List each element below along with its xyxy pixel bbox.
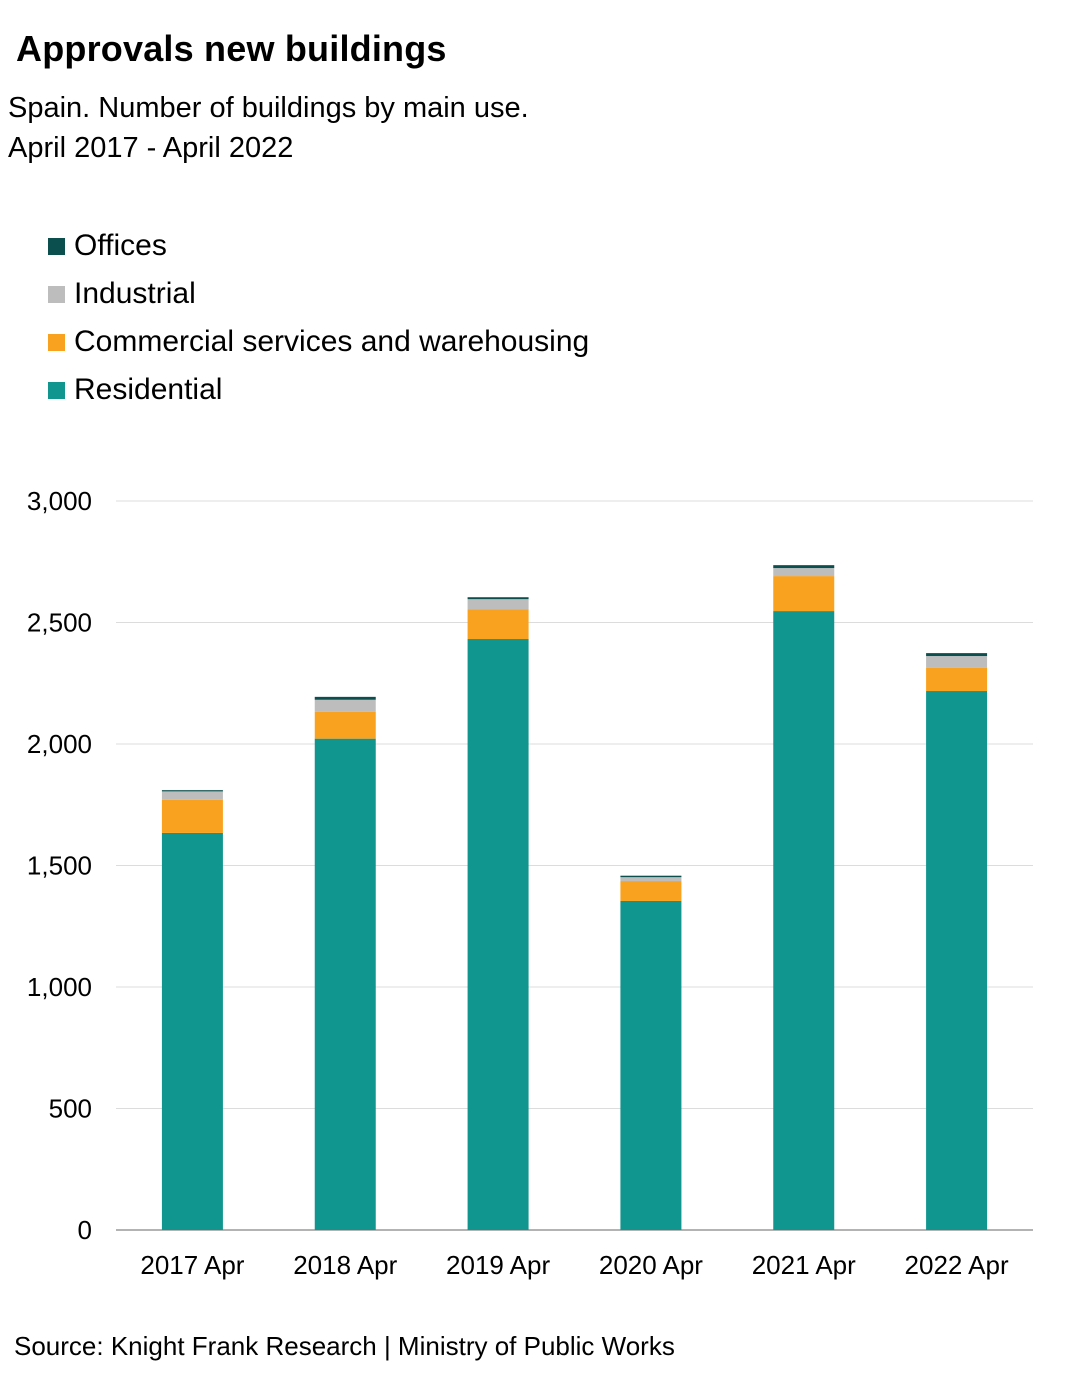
legend-label: Residential	[74, 373, 223, 406]
bar-segment-residential-2017-apr	[161, 832, 223, 1230]
legend-swatch-offices	[48, 237, 65, 255]
legend: Offices Industrial Commercial services and…	[48, 222, 589, 414]
legend-swatch-industrial	[48, 285, 65, 303]
source-note: Source: Knight Frank Research | Ministry…	[14, 1331, 675, 1361]
bar-segment-commercial-services-and-warehousing-2022-apr	[926, 667, 988, 692]
x-tick-label: 2020 Apr	[599, 1250, 703, 1280]
bar-segment-offices-2019-apr	[467, 597, 529, 600]
bar-segment-offices-2020-apr	[620, 875, 682, 878]
y-tick-label: 1,500	[27, 851, 92, 881]
bar-segment-commercial-services-and-warehousing-2021-apr	[773, 576, 835, 612]
legend-label: Industrial	[74, 277, 196, 310]
y-tick-label: 2,000	[27, 729, 92, 759]
bar-segment-residential-2019-apr	[467, 639, 529, 1230]
bar-segment-residential-2020-apr	[620, 900, 682, 1230]
bar-segment-offices-2022-apr	[926, 653, 988, 657]
bar-segment-industrial-2021-apr	[773, 568, 835, 577]
legend-item-offices: Offices	[48, 222, 589, 270]
chart-title: Approvals new buildings	[16, 28, 447, 69]
bar-segment-industrial-2019-apr	[467, 599, 529, 610]
legend-item-industrial: Industrial	[48, 270, 589, 318]
x-tick-label: 2017 Apr	[140, 1250, 244, 1280]
legend-label: Commercial services and warehousing	[74, 325, 590, 358]
bar-segment-offices-2021-apr	[773, 565, 835, 569]
bar-segment-industrial-2018-apr	[314, 699, 376, 712]
subtitle-line-1: Spain. Number of buildings by main use.	[8, 92, 529, 124]
y-tick-label: 3,000	[27, 486, 92, 516]
bar-segment-commercial-services-and-warehousing-2017-apr	[161, 799, 223, 833]
bar-segment-commercial-services-and-warehousing-2018-apr	[314, 711, 376, 739]
x-tick-label: 2018 Apr	[293, 1250, 397, 1280]
legend-swatch-commercial-services-and-warehousing	[48, 333, 65, 351]
x-tick-label: 2019 Apr	[446, 1250, 550, 1280]
bar-segment-industrial-2017-apr	[161, 791, 223, 800]
y-tick-label: 500	[49, 1094, 92, 1124]
subtitle-line-2: April 2017 - April 2022	[8, 132, 294, 164]
bar-segment-industrial-2022-apr	[926, 656, 988, 668]
x-tick-label: 2021 Apr	[752, 1250, 856, 1280]
bar-segment-offices-2018-apr	[314, 696, 376, 700]
y-tick-label: 2,500	[27, 608, 92, 638]
bar-segment-residential-2021-apr	[773, 611, 835, 1230]
bar-segment-industrial-2020-apr	[620, 877, 682, 882]
y-tick-label: 1,000	[27, 972, 92, 1002]
y-tick-label: 0	[78, 1215, 92, 1245]
legend-swatch-residential	[48, 381, 65, 399]
legend-item-residential: Residential	[48, 366, 589, 414]
bar-segment-commercial-services-and-warehousing-2019-apr	[467, 609, 529, 640]
legend-label: Offices	[74, 229, 167, 262]
x-tick-label: 2022 Apr	[905, 1250, 1009, 1280]
bar-segment-commercial-services-and-warehousing-2020-apr	[620, 881, 682, 901]
bar-segment-offices-2017-apr	[161, 790, 223, 792]
bar-segment-residential-2022-apr	[926, 691, 988, 1230]
legend-item-commercial-services-and-warehousing: Commercial services and warehousing	[48, 318, 589, 366]
bar-segment-residential-2018-apr	[314, 738, 376, 1230]
chart-subtitle: Spain. Number of buildings by main use. …	[8, 88, 529, 168]
